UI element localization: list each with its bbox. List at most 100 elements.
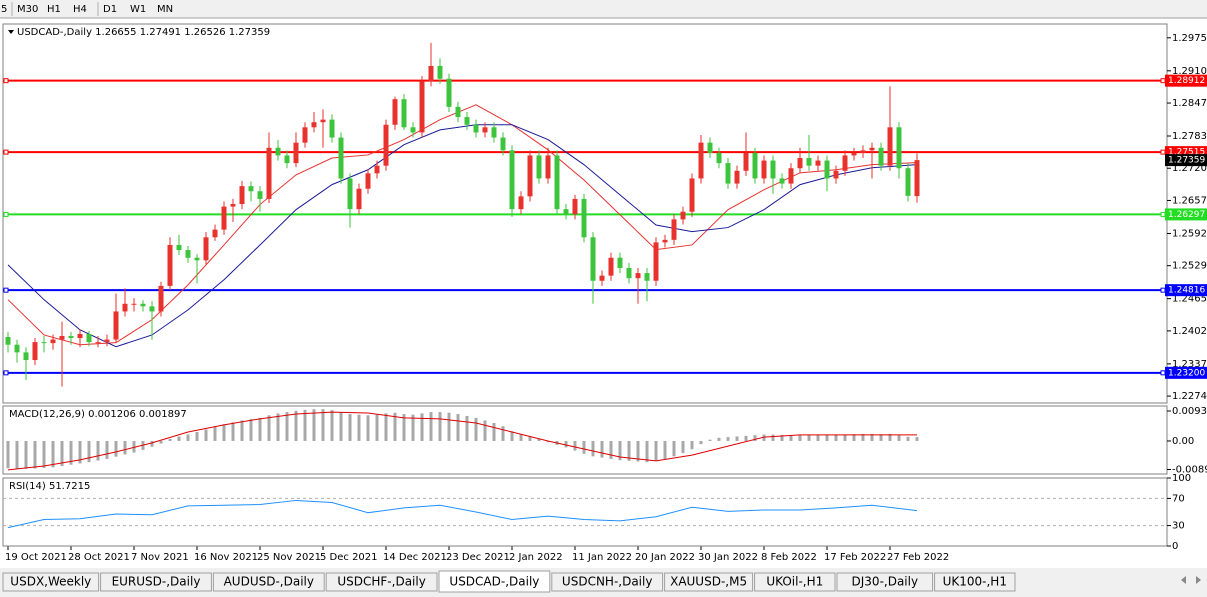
tab-label[interactable]: AUDUSD-,Daily [224,575,314,589]
tab[interactable] [664,572,754,592]
symbol-menu-arrow[interactable] [8,30,14,34]
x-tick-label: 7 Nov 2021 [131,552,189,563]
y-tick-label: 1.27200 [1172,163,1207,174]
tab-label[interactable]: USDCAD-,Daily [449,575,539,589]
timeframe-button[interactable]: W1 [130,4,146,15]
histogram-bar [816,434,820,441]
timeframe-button[interactable]: 5 [1,4,7,15]
candle-body [113,311,119,340]
candle-body [356,188,362,210]
level-label: 1.27515 [1168,148,1205,158]
tab-label[interactable]: USDX,Weekly [10,575,91,589]
candle-body [239,186,245,205]
x-tick-label: 16 Nov 2021 [194,552,258,563]
candle-body [14,344,20,353]
timeframe-button[interactable]: M30 [17,4,38,15]
histogram-bar [771,434,775,441]
candle-body [680,211,686,220]
candle-body [140,303,146,307]
timeframe-button[interactable]: H1 [47,4,61,15]
histogram-bar [870,433,874,441]
level-handle [3,287,9,293]
y-tick-label: 70 [1172,493,1185,504]
histogram-bar [888,433,892,441]
candle-body [374,165,380,174]
histogram-bar [897,435,901,441]
histogram-bar [573,440,577,451]
candle-body [77,333,83,339]
timeframe-button[interactable]: MN [157,4,173,15]
tab[interactable] [934,572,1016,592]
timeframe-button[interactable]: H4 [73,4,87,15]
x-tick-label: 27 Feb 2022 [887,552,949,563]
level-label: 1.23200 [1168,368,1205,378]
tab-label[interactable]: USDCNH-,Daily [562,575,653,589]
candle-body [68,335,74,339]
candle-body [905,168,911,196]
histogram-bar [366,415,370,441]
y-tick-label: 100 [1172,473,1191,484]
y-tick-label: 30 [1172,521,1185,532]
candle-body [752,152,758,179]
histogram-bar [177,436,181,441]
histogram-bar [429,412,433,441]
y-tick-label: 1.29750 [1172,33,1207,44]
candle-body [266,147,272,199]
tab-label[interactable]: UK100-,H1 [943,575,1007,589]
histogram-bar [96,440,100,461]
y-tick-label: -0.00890 [1172,465,1207,476]
histogram-bar [123,440,127,455]
tab-label[interactable]: USDCHF-,Daily [337,575,425,589]
histogram-bar [348,414,352,441]
level-label-box [1165,284,1207,297]
tab-label[interactable]: XAUUSD-,M5 [670,575,747,589]
candle-body [797,158,803,169]
tab-scroll-arrows[interactable] [1181,576,1201,584]
tab[interactable] [100,572,212,592]
histogram-bar [546,440,550,443]
candle-body [896,127,902,169]
panel-title: USDCAD-,Daily 1.26655 1.27491 1.26526 1.… [17,27,270,38]
histogram-bar [753,435,757,441]
candle-body [401,99,407,128]
histogram-bar [411,414,415,441]
tab-label[interactable]: EURUSD-,Daily [112,575,201,589]
candle-body [698,142,704,179]
tab[interactable] [212,572,325,592]
histogram-bar [690,440,694,450]
tab[interactable] [325,572,438,592]
tab[interactable] [836,572,934,592]
histogram-bar [600,440,604,458]
histogram-bar [186,434,190,441]
last-price-label: 1.27359 [1168,156,1205,166]
tab-label[interactable]: DJ30-,Daily [852,575,919,589]
histogram-bar [564,440,568,448]
timeframe-button[interactable]: D1 [103,4,117,15]
level-label: 1.26297 [1168,210,1205,220]
candle-body [743,152,749,171]
histogram-bar [240,420,244,441]
level-label: 1.24816 [1168,286,1205,296]
candle-body [122,303,128,312]
histogram-bar [726,437,730,441]
tab[interactable] [754,572,836,592]
candle-body [158,285,164,312]
tab[interactable] [551,572,664,592]
histogram-bar [6,440,10,469]
x-tick-label: 2 Jan 2022 [509,552,563,563]
histogram-bar [519,434,523,441]
candle-body [365,173,371,189]
histogram-bar [699,440,703,445]
histogram-bar [465,415,469,441]
histogram-bar [474,417,478,441]
tab[interactable] [438,570,551,593]
candle-body [473,124,479,133]
candle-body [842,155,848,171]
candle-body [446,78,452,107]
tab[interactable] [2,572,100,592]
histogram-bar [762,434,766,441]
histogram-bar [330,410,334,441]
histogram-bar [114,440,118,457]
tab-label[interactable]: UKOil-,H1 [766,575,823,589]
histogram-bar [69,440,73,465]
